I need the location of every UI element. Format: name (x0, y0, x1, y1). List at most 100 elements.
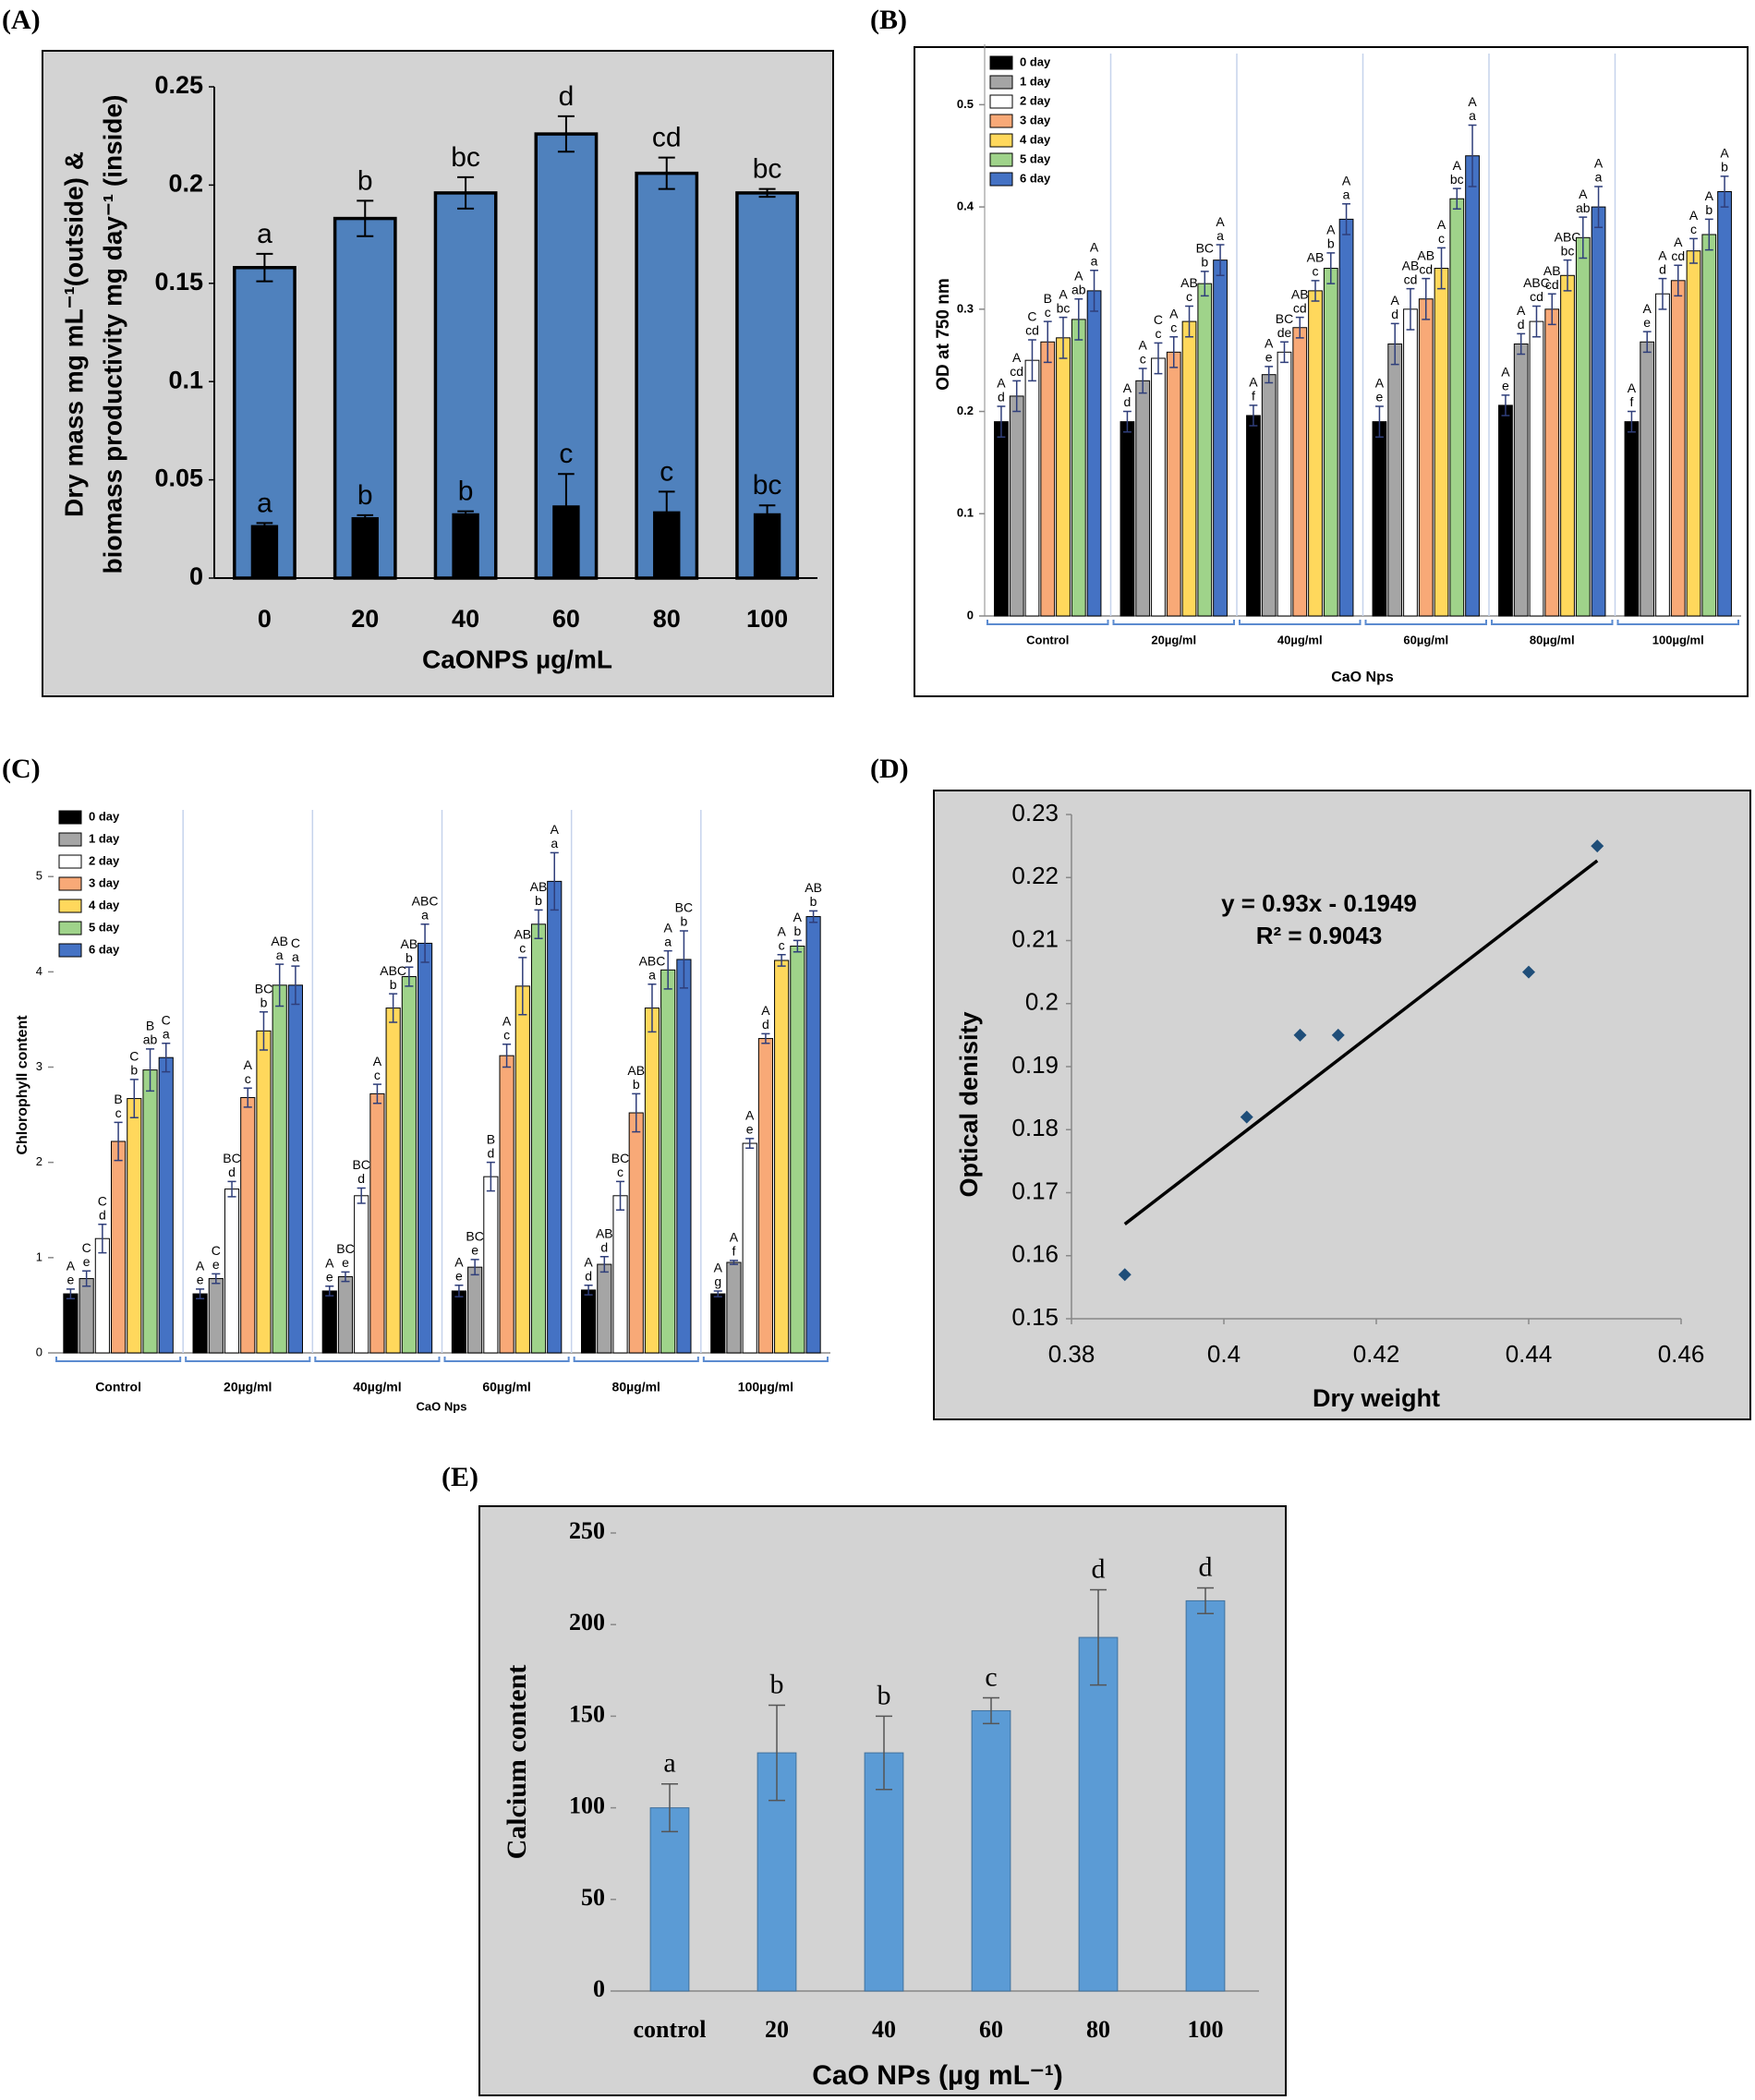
significance-letter: b (390, 977, 397, 992)
significance-letter: d (1199, 1551, 1213, 1582)
significance-letter: c (1155, 326, 1161, 341)
significance-letter: ab (143, 1032, 158, 1047)
significance-letter: A (454, 1254, 464, 1269)
bar (1640, 341, 1655, 617)
panel-label: (C) (2, 754, 41, 784)
significance-letter: A (1594, 156, 1604, 171)
error-bar (256, 522, 273, 528)
legend-label: 2 day (89, 853, 120, 867)
significance-letter: b (1327, 236, 1335, 251)
error-bar (259, 1010, 269, 1051)
significance-letter: f (732, 1244, 736, 1259)
data-point (1293, 1028, 1307, 1042)
y-tick-label: 5 (36, 869, 42, 883)
significance-letter: B (146, 1019, 154, 1033)
error-bar (162, 1042, 171, 1073)
significance-letter: b (260, 995, 268, 1009)
legend-label: 5 day (89, 920, 120, 934)
error-bar (1216, 244, 1225, 277)
bar (451, 1290, 466, 1354)
legend-swatch (989, 114, 1013, 128)
y-tick-label: 0.23 (1011, 799, 1059, 827)
bar (774, 959, 790, 1354)
significance-letter: d (559, 81, 575, 112)
significance-letter: de (1277, 325, 1292, 340)
significance-letter: d (762, 1017, 769, 1032)
error-bar (1295, 316, 1304, 339)
bar (1449, 198, 1465, 617)
significance-letter: a (551, 836, 558, 851)
significance-letter: A (1090, 239, 1099, 254)
legend-swatch (58, 921, 82, 935)
bar (354, 1195, 369, 1354)
y-tick-label: 0.21 (1011, 924, 1059, 952)
bar (467, 1266, 483, 1354)
significance-letter: a (421, 907, 429, 922)
significance-letter: e (1643, 315, 1651, 330)
error-bar (876, 1715, 892, 1791)
bar (1078, 1636, 1119, 1992)
error-bar (658, 156, 675, 190)
error-bar (98, 1223, 107, 1254)
error-bar (1185, 305, 1193, 338)
bar (351, 517, 379, 578)
error-bar (1532, 305, 1541, 338)
error-bar (1342, 203, 1350, 235)
significance-letter: f (1629, 394, 1633, 409)
y-tick-label: 250 (569, 1517, 605, 1544)
bar (547, 880, 563, 1354)
significance-letter: ABC (1523, 275, 1550, 290)
significance-letter: a (663, 1748, 675, 1779)
y-tick-label: 100 (569, 1792, 605, 1819)
significance-letter: C (98, 1193, 107, 1208)
bar (1040, 341, 1056, 617)
y-tick-label: 0.2 (1025, 988, 1059, 1016)
error-bar (1704, 218, 1713, 251)
significance-letter: c (1438, 231, 1445, 246)
error-bar (1138, 368, 1147, 394)
x-tick-label: 100µg/ml (1652, 633, 1704, 646)
significance-letter: c (245, 1071, 251, 1086)
legend-label: 1 day (89, 831, 120, 845)
significance-letter: b (810, 894, 817, 909)
bar (94, 1237, 110, 1354)
error-bar (729, 1260, 739, 1265)
data-point (1331, 1028, 1345, 1042)
significance-letter: A (1216, 214, 1225, 229)
significance-letter: e (1265, 350, 1273, 365)
significance-letter: B (487, 1131, 495, 1146)
error-bar (534, 909, 543, 940)
significance-letter: a (1343, 187, 1350, 201)
bar (1071, 319, 1086, 617)
significance-letter: d (1391, 307, 1398, 321)
error-bar (615, 1180, 625, 1212)
error-bar (114, 1121, 123, 1162)
group-bracket (443, 1357, 570, 1362)
bar (710, 1293, 726, 1354)
bar (1338, 218, 1354, 617)
x-tick-label: 80 (653, 605, 681, 633)
error-bar (1123, 410, 1132, 433)
significance-letter: a (1216, 228, 1224, 243)
significance-letter: BC (466, 1229, 483, 1244)
y-axis-label: Optical denisity (955, 1011, 983, 1197)
x-tick-label: 40µg/ml (1277, 633, 1323, 646)
error-bar (82, 1270, 91, 1287)
error-bar (1579, 216, 1588, 259)
error-bar (1059, 316, 1068, 359)
bar (1575, 236, 1591, 617)
y-tick-label: 3 (36, 1059, 42, 1073)
error-bar (679, 930, 688, 989)
significance-letter: c (660, 456, 673, 487)
y-tick-label: 0.22 (1011, 862, 1059, 889)
bar (1372, 421, 1387, 617)
error-bar (291, 965, 300, 1006)
error-bar (758, 187, 776, 199)
significance-letter: C (129, 1049, 139, 1064)
significance-letter: b (357, 165, 373, 196)
x-tick-label: 60 (979, 2016, 1003, 2043)
significance-letter: A (1579, 187, 1588, 201)
significance-letter: C (291, 935, 300, 950)
bar (676, 959, 692, 1354)
error-bar (1043, 320, 1052, 364)
